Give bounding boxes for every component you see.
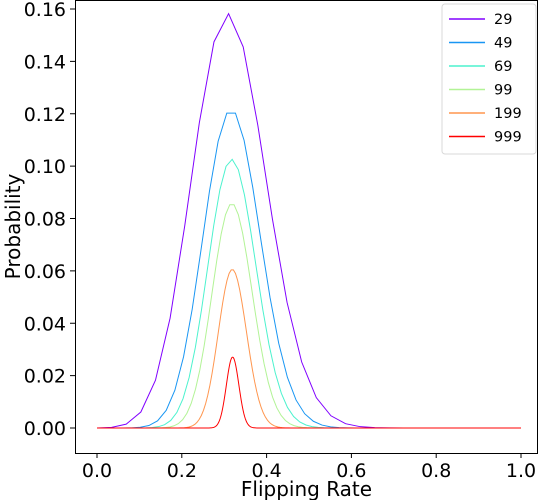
- legend-box: [441, 3, 537, 155]
- x-tick-label: 0.4: [251, 460, 281, 482]
- legend: 29 49 69 99 199 999: [441, 3, 537, 155]
- y-tick-label: 0.14: [24, 51, 66, 73]
- x-tick-label: 0.2: [167, 460, 197, 482]
- series-line-199: [97, 269, 521, 429]
- legend-label-99: 99: [494, 83, 512, 99]
- y-tick-label: 0.00: [24, 418, 66, 440]
- x-tick-label: 0.0: [82, 460, 112, 482]
- x-axis-label: Flipping Rate: [241, 477, 372, 500]
- series-line-69: [97, 158, 521, 429]
- series-line-999: [97, 356, 521, 429]
- y-tick-label: 0.16: [24, 0, 66, 21]
- series-line-99: [97, 204, 521, 429]
- x-axis-ticks: 0.0 0.2 0.4 0.6 0.8 1.0: [82, 453, 536, 482]
- legend-label-999: 999: [494, 130, 522, 146]
- legend-label-199: 199: [494, 106, 522, 122]
- y-tick-label: 0.10: [24, 156, 66, 178]
- x-tick-label: 1.0: [506, 460, 536, 482]
- plot-lines: [96, 12, 521, 429]
- legend-label-69: 69: [494, 59, 512, 75]
- legend-label-29: 29: [494, 12, 512, 28]
- y-tick-label: 0.04: [24, 313, 66, 335]
- y-tick-label: 0.06: [24, 261, 66, 283]
- x-tick-label: 0.8: [421, 460, 451, 482]
- y-axis-label: Probability: [1, 173, 25, 279]
- y-tick-label: 0.12: [24, 104, 66, 126]
- y-tick-label: 0.02: [24, 366, 66, 388]
- y-tick-label: 0.08: [24, 209, 66, 231]
- legend-label-49: 49: [494, 36, 512, 52]
- y-axis-ticks: 0.00 0.02 0.04 0.06 0.08 0.10 0.12 0.14 0.16: [24, 0, 75, 440]
- x-tick-label: 0.6: [336, 460, 366, 482]
